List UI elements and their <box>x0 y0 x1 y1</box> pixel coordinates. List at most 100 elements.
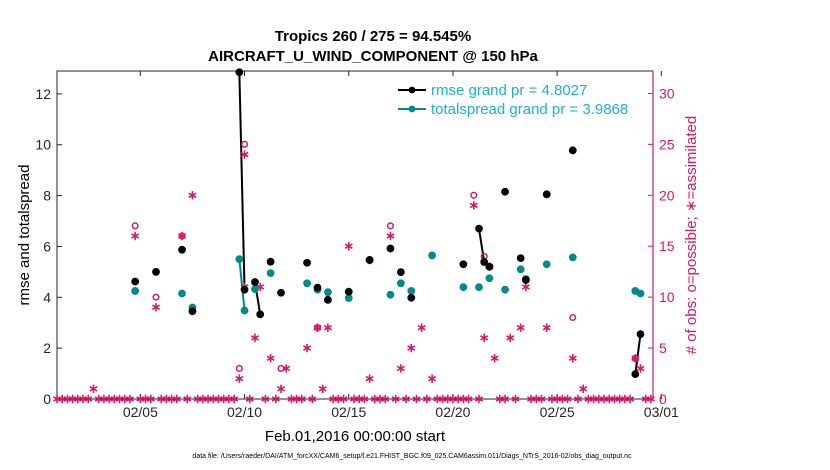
assimilated-marker <box>402 394 411 404</box>
assimilated-marker <box>297 394 306 404</box>
y-left-tick-label: 10 <box>35 137 51 153</box>
assimilated-marker <box>511 394 520 404</box>
rmse-line-segment <box>634 334 642 375</box>
y-right-tick-label: 0 <box>659 391 667 407</box>
spread-marker <box>266 269 275 278</box>
y-axis-right-label: # of obs: o=possible; ∗=assimilated <box>683 116 700 355</box>
y-left-tick-label: 2 <box>43 340 51 356</box>
rmse-marker <box>485 262 494 271</box>
rmse-marker <box>542 190 551 199</box>
rmse-marker <box>386 244 395 253</box>
y-right-tick-label: 15 <box>659 238 675 254</box>
assimilated-marker <box>521 282 530 292</box>
possible-marker <box>131 222 139 230</box>
rmse-marker <box>251 278 259 286</box>
assimilated-marker <box>89 384 98 394</box>
assimilated-marker <box>480 333 489 343</box>
assimilated-marker <box>428 374 437 383</box>
possible-marker <box>235 364 243 372</box>
spread-marker <box>542 260 551 269</box>
rmse-marker <box>396 268 405 277</box>
x-tick-label: 03/01 <box>644 404 679 420</box>
legend-label: rmse grand pr = 4.8027 <box>431 82 587 99</box>
legend: rmse grand pr = 4.8027 totalspread grand … <box>398 82 628 118</box>
data-file-footnote: data file: /Users/raeder/DAI/ATM_forcXX/… <box>192 453 632 460</box>
legend-marker <box>408 86 416 94</box>
assimilated-marker <box>151 303 161 312</box>
assimilated-marker <box>579 384 588 394</box>
possible-marker <box>470 191 478 199</box>
spread-marker <box>485 274 494 283</box>
y-right-tick-label: 30 <box>659 85 675 101</box>
spread-marker <box>501 285 509 294</box>
x-tick-label: 02/10 <box>227 404 262 420</box>
possible-marker <box>386 222 394 230</box>
x-tick-label: 02/25 <box>540 404 575 420</box>
x-axis-label: Feb.01,2016 00:00:00 start <box>265 428 446 445</box>
assimilated-marker <box>235 374 244 383</box>
plot-area <box>56 70 654 400</box>
assimilated-marker <box>276 384 286 394</box>
series-markers <box>52 68 655 404</box>
assimilated-marker <box>261 394 270 404</box>
assimilated-marker <box>146 394 155 404</box>
assimilated-marker <box>506 333 515 343</box>
rmse-marker <box>266 257 275 266</box>
spread-marker <box>303 279 311 288</box>
rmse-line-segment <box>238 72 246 290</box>
assimilated-marker <box>84 394 93 404</box>
rmse-marker <box>235 68 244 77</box>
spread-marker <box>251 285 259 294</box>
assimilated-marker <box>464 394 473 404</box>
assimilated-marker <box>266 354 275 363</box>
chart-title-line1: Tropics 260 / 275 = 94.545% <box>275 28 471 45</box>
rmse-marker <box>516 254 525 263</box>
rmse-marker <box>344 287 353 296</box>
x-tick-label: 02/20 <box>435 404 470 420</box>
rmse-marker <box>568 146 577 155</box>
spread-marker <box>516 265 525 274</box>
assimilated-marker <box>323 323 332 332</box>
rmse-marker <box>240 285 249 294</box>
assimilated-marker <box>318 384 327 394</box>
assimilated-marker <box>381 394 390 404</box>
rmse-marker <box>521 276 530 284</box>
assimilated-marker <box>360 394 369 404</box>
x-tick-label: 02/15 <box>331 404 366 420</box>
rmse-marker <box>277 288 285 297</box>
legend-marker <box>408 105 416 113</box>
rmse-marker <box>480 258 489 266</box>
spread-marker <box>396 279 405 288</box>
x-axis: 02/05 02/10 02/15 02/20 02/25 03/01 <box>123 71 679 420</box>
rmse-marker <box>501 187 509 196</box>
assimilated-marker <box>271 394 280 404</box>
legend-label: totalspread grand pr = 3.9868 <box>431 101 628 118</box>
y-right-tick-label: 10 <box>659 289 675 305</box>
spread-marker <box>636 289 645 298</box>
y-left-tick-label: 0 <box>43 391 51 407</box>
assimilated-marker <box>172 394 181 404</box>
possible-marker <box>277 364 285 372</box>
assimilated-marker <box>501 394 510 404</box>
assimilated-marker <box>365 374 374 383</box>
rmse-marker <box>324 295 332 304</box>
spread-marker <box>386 290 395 299</box>
possible-marker <box>152 293 160 301</box>
y-left-tick-label: 4 <box>43 289 51 305</box>
spread-marker <box>131 287 140 295</box>
assimilated-marker <box>131 231 140 241</box>
assimilated-marker <box>422 394 431 404</box>
assimilated-marker <box>516 323 525 332</box>
assimilated-marker <box>188 191 197 200</box>
rmse-marker <box>313 283 322 292</box>
rmse-line-segment <box>478 228 486 263</box>
assimilated-marker <box>542 323 551 332</box>
rmse-marker <box>152 267 160 276</box>
assimilated-marker <box>573 394 583 404</box>
possible-marker <box>241 140 249 148</box>
rmse-marker <box>459 260 468 269</box>
y-right-tick-label: 25 <box>659 136 675 152</box>
chart-title-line2: AIRCRAFT_U_WIND_COMPONENT @ 150 hPa <box>208 48 538 65</box>
rmse-marker <box>303 258 311 267</box>
